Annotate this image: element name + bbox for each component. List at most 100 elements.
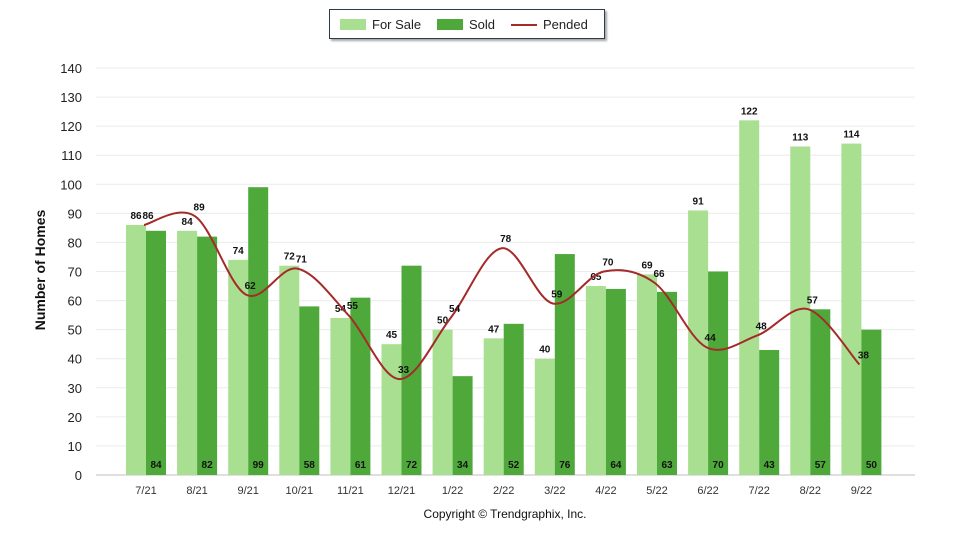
- data-label-pended: 62: [245, 281, 257, 292]
- data-label-sold: 72: [406, 460, 418, 471]
- bar-sold: [861, 329, 882, 475]
- x-tick-label: 9/21: [237, 485, 258, 497]
- y-tick-label: 120: [60, 119, 82, 134]
- data-label-for-sale: 40: [539, 345, 551, 356]
- data-label-for-sale: 74: [233, 246, 245, 257]
- bar-sold: [146, 230, 166, 475]
- data-label-sold: 82: [202, 460, 214, 471]
- y-tick-label: 30: [68, 381, 82, 396]
- data-label-pended: 86: [142, 211, 154, 222]
- x-tick-label: 9/22: [851, 485, 872, 497]
- bar-sold: [503, 323, 524, 475]
- x-tick-label: 8/22: [800, 485, 821, 497]
- bar-sold: [605, 288, 626, 475]
- x-tick-label: 2/22: [493, 485, 514, 497]
- data-label-sold: 84: [150, 460, 162, 471]
- legend-swatch-pended: [511, 23, 537, 26]
- y-tick-label: 90: [68, 206, 82, 221]
- data-label-pended: 89: [194, 202, 206, 213]
- data-label-sold: 99: [253, 460, 265, 471]
- bar-sold: [759, 349, 780, 475]
- data-label-pended: 55: [347, 301, 359, 312]
- data-label-sold: 58: [304, 460, 316, 471]
- bar-sold: [350, 297, 371, 475]
- data-label-pended: 57: [807, 295, 819, 306]
- data-label-sold: 63: [661, 460, 673, 471]
- data-label-for-sale: 86: [130, 211, 142, 222]
- data-label-sold: 61: [355, 460, 367, 471]
- y-tick-label: 140: [60, 61, 82, 76]
- x-tick-label: 12/21: [388, 485, 416, 497]
- series-sold: [146, 187, 882, 475]
- data-label-for-sale: 114: [843, 130, 860, 141]
- x-tick-label: 10/21: [286, 485, 314, 497]
- y-tick-label: 10: [68, 439, 82, 454]
- data-label-pended: 71: [296, 255, 308, 266]
- x-tick-label: 1/22: [442, 485, 463, 497]
- data-label-pended: 33: [398, 365, 410, 376]
- bar-for-sale: [177, 230, 198, 475]
- bar-for-sale: [432, 329, 453, 475]
- data-label-for-sale: 50: [437, 316, 449, 327]
- data-label-sold: 76: [559, 460, 571, 471]
- legend-swatch-for-sale: [340, 19, 366, 30]
- for-sale-value-labels: 86 84 74 72 54 45 50 47 40 65 69 91 122 113 114: [130, 106, 859, 355]
- x-tick-label: 3/22: [544, 485, 565, 497]
- bar-for-sale: [790, 146, 811, 475]
- x-tick-labels: 7/21 8/21 9/21 10/21 11/21 12/21 1/22 2/22 3/22 4…: [135, 485, 872, 497]
- bar-sold: [197, 236, 218, 475]
- bar-sold: [708, 271, 729, 475]
- bar-for-sale: [688, 210, 709, 475]
- data-label-for-sale: 72: [284, 252, 296, 263]
- pended-line: [143, 211, 861, 381]
- legend-swatch-sold: [437, 19, 463, 30]
- x-tick-label: 11/21: [337, 485, 364, 497]
- bar-sold: [657, 291, 677, 475]
- data-label-pended: 78: [500, 234, 512, 245]
- legend-label-sold: Sold: [469, 17, 496, 32]
- data-label-for-sale: 69: [641, 260, 653, 271]
- copyright-footer: Copyright © Trendgraphix, Inc.: [423, 507, 587, 521]
- data-label-pended: 48: [756, 321, 768, 332]
- data-label-pended: 66: [653, 269, 665, 280]
- y-axis-title: Number of Homes: [32, 209, 48, 331]
- series-pended: [143, 211, 861, 381]
- bar-sold: [401, 265, 422, 475]
- legend: For Sale Sold Pended: [329, 9, 605, 39]
- x-tick-label: 5/22: [646, 485, 667, 497]
- bar-sold: [554, 254, 575, 475]
- x-tick-label: 7/22: [748, 485, 769, 497]
- sold-value-labels: 84 82 99 58 61 72 34 52 76 64 63 70 43 57 50: [150, 460, 877, 471]
- data-label-sold: 57: [815, 460, 827, 471]
- y-tick-label: 110: [61, 148, 82, 163]
- data-label-for-sale: 47: [488, 324, 500, 335]
- series-for-sale: [126, 120, 862, 476]
- bar-for-sale: [228, 259, 249, 475]
- data-label-sold: 50: [866, 460, 878, 471]
- legend-item-for-sale: For Sale: [340, 17, 421, 32]
- bar-for-sale: [330, 318, 351, 475]
- data-label-sold: 70: [713, 460, 725, 471]
- data-label-for-sale: 91: [693, 196, 705, 207]
- data-label-for-sale: 45: [386, 330, 398, 341]
- bar-sold: [248, 187, 269, 475]
- data-label-pended: 38: [858, 351, 870, 362]
- x-tick-label: 4/22: [595, 485, 616, 497]
- legend-label-pended: Pended: [543, 17, 588, 32]
- legend-label-for-sale: For Sale: [372, 17, 422, 32]
- x-tick-label: 6/22: [697, 485, 718, 497]
- data-label-sold: 43: [764, 460, 776, 471]
- y-tick-label: 40: [68, 352, 82, 367]
- y-tick-label: 70: [68, 265, 82, 280]
- data-label-pended: 44: [705, 333, 717, 344]
- data-label-sold: 52: [508, 460, 520, 471]
- bar-for-sale: [841, 143, 862, 476]
- data-label-sold: 64: [610, 460, 622, 471]
- bar-sold: [452, 376, 473, 475]
- bar-for-sale: [739, 120, 760, 475]
- x-tick-label: 7/21: [135, 485, 156, 497]
- x-tick-label: 8/21: [186, 485, 207, 497]
- pended-value-labels: 86 89 62 71 55 33 54 78 59 70 66 44 48 57 38: [142, 202, 869, 376]
- bar-sold: [810, 309, 831, 475]
